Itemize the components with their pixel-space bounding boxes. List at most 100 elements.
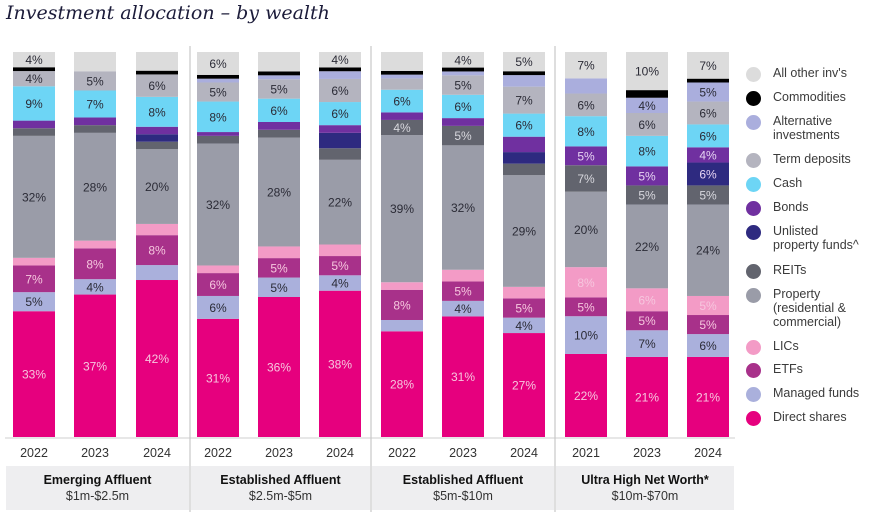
bar-stack: 21% 6% 5% 5% 24% 5% 6% 4% 6% 6% 5% 7% — [687, 52, 729, 437]
x-tick-label: 2024 — [694, 446, 722, 460]
legend-item: Property (residential & commercial) — [746, 287, 846, 329]
bar-segment-direct-shares — [136, 280, 178, 437]
legend-item: Alternative investments — [746, 114, 840, 142]
data-label: 6% — [209, 57, 227, 71]
bar-segment-reits — [687, 185, 729, 205]
legend-swatch-icon — [746, 387, 761, 402]
legend-label: Bonds — [773, 200, 809, 214]
bar-segment-lics — [565, 267, 607, 298]
data-label: 6% — [331, 84, 349, 98]
bar-segment-etfs — [442, 281, 484, 301]
data-label: 42% — [145, 352, 169, 366]
bar-segment-bonds — [626, 166, 668, 186]
legend-swatch-icon — [746, 177, 761, 192]
bar-segment-lics — [442, 269, 484, 282]
data-label: 5% — [638, 188, 656, 202]
bar-segment-reits — [565, 165, 607, 192]
data-label: 37% — [83, 359, 107, 373]
bar-segment-cash — [381, 89, 423, 113]
x-tick-label: 2023 — [449, 446, 477, 460]
data-label: 4% — [454, 53, 472, 67]
bar-segment-bonds — [258, 122, 300, 130]
data-label: 24% — [696, 244, 720, 258]
bar-segment-etfs — [13, 265, 55, 293]
bar-segment-term-deposits — [565, 93, 607, 117]
data-label: 5% — [638, 169, 656, 183]
legend-label: All other inv's — [773, 66, 847, 80]
data-label: 8% — [577, 276, 595, 290]
data-label: 5% — [454, 129, 472, 143]
bar-segment-lics — [13, 257, 55, 266]
data-label: 28% — [390, 378, 414, 392]
bar-segment-bonds — [565, 146, 607, 166]
bar-segment-all-other-inv-s — [503, 52, 545, 72]
group-name: Ultra High Net Worth* — [581, 473, 709, 487]
legend-item: Unlisted property funds^ — [746, 224, 859, 252]
legend-label: Cash — [773, 176, 803, 190]
data-label: 21% — [696, 390, 720, 404]
bar-segment-commodities — [197, 74, 239, 79]
data-label: 5% — [454, 285, 472, 299]
x-tick-label: 2023 — [81, 446, 109, 460]
data-label: 5% — [454, 79, 472, 93]
data-label: 5% — [699, 318, 717, 332]
data-label: 4% — [86, 280, 104, 294]
data-label: 8% — [209, 110, 227, 124]
bar-segment-all-other-inv-s — [381, 52, 423, 71]
data-label: 7% — [25, 272, 43, 286]
x-tick-label: 2022 — [20, 446, 48, 460]
bar-segment-reits — [503, 163, 545, 176]
data-label: 39% — [390, 202, 414, 216]
bar-segment-cash — [136, 96, 178, 127]
legend-item: Cash — [746, 176, 802, 192]
data-label: 6% — [209, 301, 227, 315]
bar-segment-term-deposits — [503, 86, 545, 114]
data-label: 5% — [577, 149, 595, 163]
data-label: 5% — [209, 86, 227, 100]
bar-segment-lics — [319, 244, 361, 257]
bar-segment-alternative-investments — [565, 78, 607, 94]
data-label: 38% — [328, 357, 352, 371]
data-label: 31% — [451, 370, 475, 384]
bar-segment-term-deposits — [442, 75, 484, 95]
bar-segment-reits — [136, 141, 178, 150]
group-name: Established Affluent — [220, 473, 341, 487]
bar-segment-direct-shares — [197, 318, 239, 437]
legend-item: All other inv's — [746, 66, 847, 82]
x-tick-label: 2024 — [143, 446, 171, 460]
data-label: 6% — [331, 107, 349, 121]
bar-segment-managed-funds — [258, 277, 300, 297]
x-tick-label: 2022 — [388, 446, 416, 460]
bar-segment-commodities — [258, 71, 300, 76]
data-label: 10% — [574, 329, 598, 343]
legend-label: Unlisted property funds^ — [773, 224, 859, 252]
legend-swatch-icon — [746, 67, 761, 82]
bar-segment-reits — [442, 125, 484, 146]
bar-segment-all-other-inv-s — [442, 52, 484, 68]
data-label: 4% — [331, 53, 349, 67]
data-label: 4% — [25, 72, 43, 86]
bar-segment-reits — [319, 148, 361, 160]
data-label: 31% — [206, 371, 230, 385]
bar-segment-managed-funds — [381, 319, 423, 332]
legend-item: Direct shares — [746, 410, 847, 426]
data-label: 5% — [270, 281, 288, 295]
data-label: 7% — [638, 337, 656, 351]
legend-label: Term deposits — [773, 152, 851, 166]
data-label: 4% — [515, 319, 533, 333]
legend-label: Managed funds — [773, 386, 860, 400]
data-label: 20% — [574, 223, 598, 237]
bar-segment-direct-shares — [13, 311, 55, 437]
legend-item: Bonds — [746, 200, 808, 216]
data-label: 5% — [515, 55, 533, 69]
bar-segment-reits — [74, 125, 116, 133]
legend-label: REITs — [773, 263, 807, 277]
data-label: 20% — [145, 180, 169, 194]
legend-label: LICs — [773, 339, 799, 353]
bar-segment-property-residential-commercial — [687, 204, 729, 296]
bar-segment-managed-funds — [687, 334, 729, 357]
legend-swatch-icon — [746, 91, 761, 106]
group-range: $10m-$70m — [611, 489, 679, 503]
data-label: 8% — [148, 105, 166, 119]
bar-segment-reits — [258, 129, 300, 138]
